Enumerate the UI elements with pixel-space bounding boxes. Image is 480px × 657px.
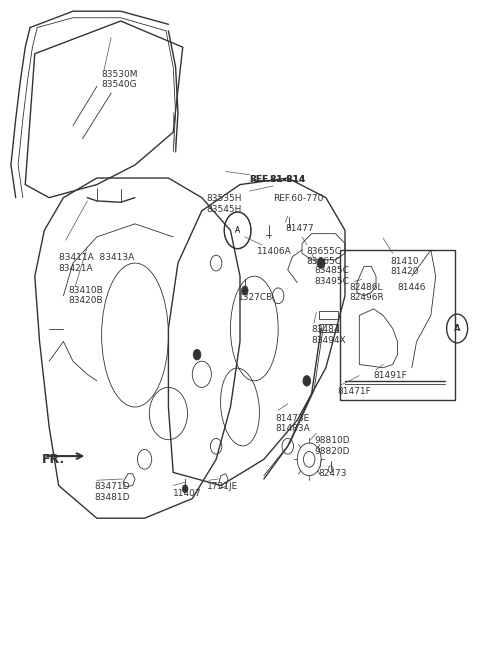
- Text: 81410
81420: 81410 81420: [390, 256, 419, 276]
- Bar: [319, 311, 338, 319]
- Text: 11406A: 11406A: [257, 247, 291, 256]
- Text: 1731JE: 1731JE: [206, 482, 238, 491]
- Text: A: A: [235, 226, 240, 235]
- Text: 83411A  83413A
83421A: 83411A 83413A 83421A: [59, 253, 134, 273]
- Text: 81446: 81446: [397, 283, 426, 292]
- Text: 83485C
83495C: 83485C 83495C: [314, 266, 349, 286]
- Circle shape: [317, 258, 325, 268]
- Bar: [319, 324, 338, 332]
- Text: 82486L
82496R: 82486L 82496R: [350, 283, 384, 302]
- Circle shape: [303, 376, 311, 386]
- Text: A: A: [454, 324, 460, 333]
- Circle shape: [193, 350, 201, 360]
- Text: 81477: 81477: [285, 224, 314, 233]
- Circle shape: [182, 485, 188, 493]
- Text: 81473E
81483A: 81473E 81483A: [276, 413, 311, 433]
- Text: 81491F: 81491F: [373, 371, 408, 380]
- Text: 83484
83494X: 83484 83494X: [312, 325, 346, 345]
- Text: REF.60-770: REF.60-770: [274, 194, 324, 204]
- Text: REF.81-814: REF.81-814: [250, 175, 306, 184]
- Text: 83471D
83481D: 83471D 83481D: [95, 482, 130, 502]
- Text: 11407: 11407: [173, 489, 202, 498]
- Text: FR.: FR.: [42, 453, 65, 466]
- Text: 83535H
83545H: 83535H 83545H: [206, 194, 242, 214]
- Text: 83410B
83420B: 83410B 83420B: [68, 286, 103, 306]
- Text: 1327CB: 1327CB: [238, 292, 273, 302]
- Text: REF.81-814: REF.81-814: [250, 175, 306, 184]
- Text: A: A: [235, 227, 240, 233]
- Text: 83530M
83540G: 83530M 83540G: [102, 70, 138, 89]
- Text: 83655C
83665C: 83655C 83665C: [307, 247, 342, 266]
- Circle shape: [241, 286, 248, 295]
- Text: 98810D
98820D: 98810D 98820D: [314, 436, 349, 456]
- Text: 82473: 82473: [319, 469, 347, 478]
- Text: 81471F: 81471F: [338, 388, 372, 396]
